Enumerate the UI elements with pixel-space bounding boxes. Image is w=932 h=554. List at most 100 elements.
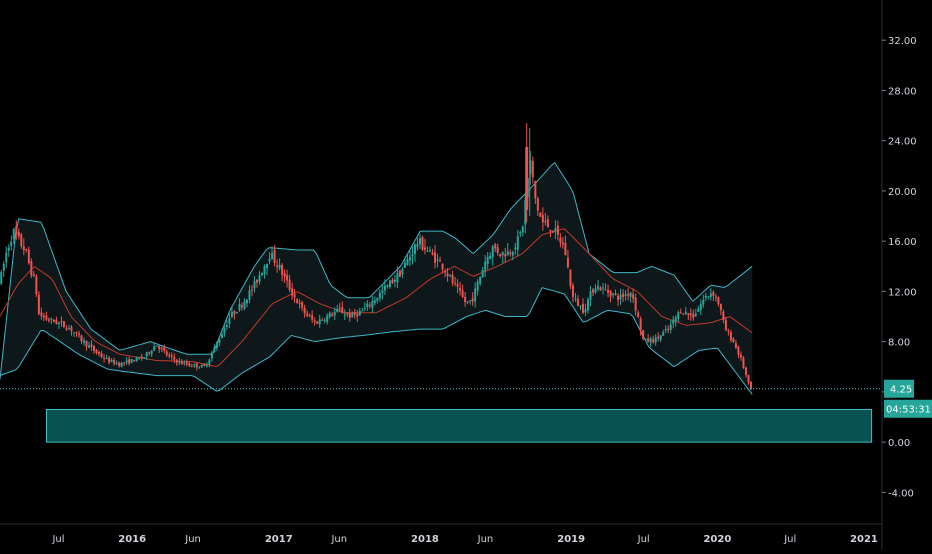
candle	[561, 236, 564, 249]
candle-body	[494, 244, 497, 249]
candle	[544, 212, 547, 226]
candle-body	[461, 290, 464, 297]
candle	[474, 282, 477, 308]
candle	[597, 280, 600, 292]
candle	[168, 352, 171, 359]
candle-body	[436, 259, 439, 261]
candle-body	[393, 279, 396, 282]
candle-body	[358, 311, 361, 316]
candle	[175, 358, 178, 366]
time-tick-label: Jun	[184, 534, 201, 545]
candle	[328, 311, 331, 319]
candle-body	[516, 236, 519, 250]
candle-body	[464, 296, 467, 303]
time-tick-label: Jun	[477, 534, 494, 545]
candle-body	[140, 356, 143, 358]
candle	[509, 249, 512, 257]
candle-body	[597, 285, 600, 289]
candle	[50, 317, 53, 325]
candle	[311, 310, 314, 323]
candle	[123, 362, 126, 366]
candle-body	[263, 266, 266, 274]
candle	[531, 156, 534, 184]
candle-body	[679, 312, 682, 314]
candle-body	[52, 319, 55, 322]
candle	[546, 215, 549, 228]
candle-body	[42, 315, 45, 318]
candle	[140, 353, 143, 361]
candle	[331, 311, 334, 317]
candle	[45, 311, 48, 322]
candle-body	[642, 330, 645, 339]
candle	[481, 267, 484, 278]
candle	[85, 340, 88, 351]
candle-body	[220, 334, 223, 339]
candle-body	[210, 352, 213, 359]
candles	[0, 123, 752, 390]
candle-body	[413, 244, 416, 254]
candle-body	[602, 287, 605, 289]
candle	[15, 220, 18, 240]
candle-body	[70, 326, 73, 332]
candle	[155, 345, 158, 347]
candle-body	[100, 353, 103, 357]
candle-body	[273, 250, 276, 263]
support-zone-rect[interactable]	[45, 408, 873, 443]
candle	[75, 331, 78, 337]
candle	[742, 356, 745, 369]
candle-body	[381, 290, 384, 294]
candle-body	[521, 226, 524, 233]
candle-body	[200, 364, 203, 368]
candle-body	[514, 247, 517, 250]
candle	[551, 230, 554, 234]
candle-body	[383, 285, 386, 291]
candle-body	[5, 252, 8, 263]
candle-body	[50, 318, 53, 320]
candle	[273, 244, 276, 267]
lower-band-line	[0, 287, 753, 395]
candle-body	[744, 367, 747, 376]
candle	[313, 317, 316, 326]
candle	[637, 310, 640, 319]
candle	[318, 314, 321, 328]
candle-body	[531, 160, 534, 178]
candle-body	[75, 331, 78, 333]
candle	[484, 255, 487, 278]
candle	[190, 363, 193, 368]
candle-body	[113, 360, 116, 364]
candle-body	[190, 365, 193, 367]
candle-body	[218, 339, 221, 344]
candle	[411, 246, 414, 265]
candle	[471, 292, 474, 306]
candle-body	[709, 293, 712, 297]
candle	[238, 298, 241, 313]
candle	[744, 366, 747, 378]
candle-body	[652, 339, 655, 343]
candle	[303, 304, 306, 318]
candle-body	[424, 247, 427, 250]
candle	[263, 264, 266, 279]
candle	[654, 334, 657, 346]
countdown-label: 04:53:31	[886, 405, 931, 416]
candle	[72, 332, 75, 337]
candle	[539, 211, 542, 218]
candle-body	[441, 263, 444, 270]
candle-body	[479, 276, 482, 284]
candle-body	[135, 357, 138, 362]
last-price-tag: 4.25 04:53:31	[884, 379, 932, 418]
candle-body	[627, 293, 630, 296]
candle	[308, 313, 311, 318]
candle	[699, 299, 702, 316]
candle-body	[649, 338, 652, 343]
candle	[571, 282, 574, 303]
candle-body	[664, 329, 667, 331]
candle-body	[65, 328, 68, 330]
candle	[245, 299, 248, 308]
candle	[113, 357, 116, 366]
candle-body	[697, 308, 700, 312]
candle	[366, 300, 369, 311]
candle	[709, 288, 712, 301]
candle-body	[233, 310, 236, 315]
candle-body	[348, 313, 351, 318]
